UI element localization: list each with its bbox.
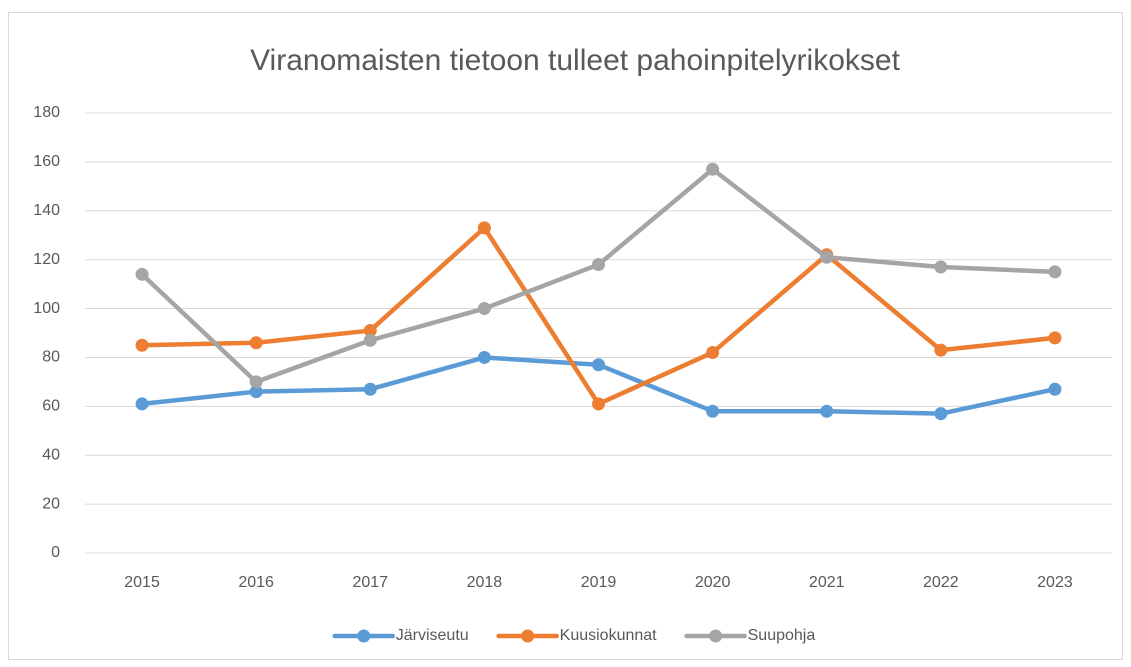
y-tick-label: 80 (42, 349, 60, 366)
data-point (477, 221, 491, 235)
y-tick-label: 0 (51, 544, 60, 561)
data-point (363, 333, 377, 347)
data-point (934, 343, 948, 357)
data-point (820, 250, 834, 264)
data-point (706, 346, 720, 360)
y-tick-label: 60 (42, 398, 60, 415)
x-tick-label: 2015 (124, 574, 160, 591)
y-tick-label: 20 (42, 495, 60, 512)
data-point (934, 260, 948, 274)
x-tick-label: 2018 (467, 574, 503, 591)
data-point (249, 375, 263, 389)
data-point (592, 397, 605, 411)
legend-marker (521, 629, 535, 643)
x-tick-label: 2019 (581, 574, 617, 591)
data-point (135, 267, 149, 281)
chart-border (8, 12, 1123, 660)
data-point (363, 382, 377, 396)
legend-marker (357, 629, 371, 643)
y-tick-label: 180 (33, 104, 60, 121)
x-tick-label: 2017 (352, 574, 388, 591)
x-tick-label: 2023 (1037, 574, 1073, 591)
x-tick-label: 2020 (695, 574, 731, 591)
y-tick-label: 40 (42, 446, 60, 463)
data-point (592, 258, 605, 272)
data-point (706, 404, 720, 418)
legend-marker (709, 629, 723, 643)
data-point (249, 385, 263, 399)
data-point (934, 407, 948, 421)
legend-label: Kuusiokunnat (560, 627, 658, 644)
data-point (820, 404, 834, 418)
chart-title: Viranomaisten tietoon tulleet pahoinpite… (250, 44, 900, 77)
data-point (135, 397, 149, 411)
y-tick-label: 100 (33, 300, 60, 317)
y-tick-label: 140 (33, 202, 60, 219)
data-point (706, 162, 720, 176)
y-tick-label: 120 (33, 251, 60, 268)
data-point (363, 324, 377, 338)
x-tick-label: 2022 (923, 574, 959, 591)
y-tick-label: 160 (33, 153, 60, 170)
data-point (135, 338, 149, 352)
legend-label: Suupohja (748, 627, 816, 644)
x-tick-label: 2021 (809, 574, 845, 591)
data-point (1048, 331, 1062, 345)
data-point (477, 302, 491, 316)
legend-label: Järviseutu (396, 627, 469, 644)
x-tick-label: 2016 (238, 574, 274, 591)
data-point (1048, 382, 1062, 396)
data-point (249, 336, 263, 350)
data-point (1048, 265, 1062, 279)
data-point (592, 358, 605, 372)
data-point (477, 350, 491, 364)
